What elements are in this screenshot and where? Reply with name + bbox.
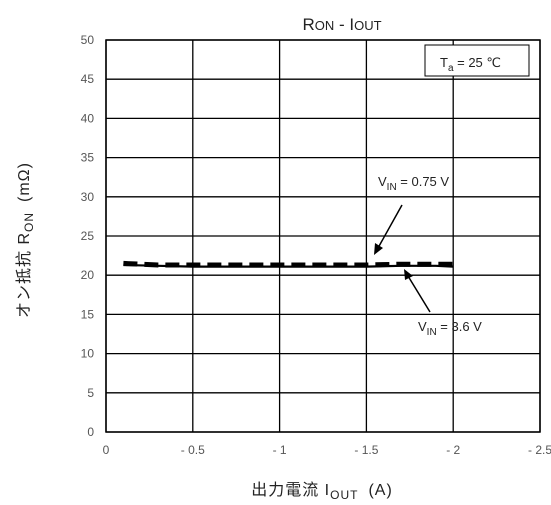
y-tick-label: 35	[81, 151, 95, 165]
y-tick-label: 50	[81, 33, 95, 47]
y-tick-label: 10	[81, 347, 95, 361]
series-label-vin-3-6: VIN = 3.6 V	[418, 319, 482, 338]
grid-lines	[105, 39, 541, 433]
x-tick-label: - 2.5	[528, 443, 551, 457]
series-line-1	[123, 263, 454, 268]
arrow-vin-0-75	[374, 204, 403, 255]
condition-label: Ta = 25 ℃	[440, 55, 501, 74]
chart-title: RON - IOUT	[302, 15, 381, 34]
x-tick-label: 0	[103, 443, 110, 457]
y-tick-label: 5	[87, 386, 94, 400]
y-tick-label: 45	[81, 72, 95, 86]
series-label-vin-0-75: VIN = 0.75 V	[378, 174, 449, 193]
x-tick-label: - 2	[446, 443, 460, 457]
arrow-vin-3-6	[404, 269, 431, 313]
y-tick-labels: 0 5 10 15 20 25 30 35 40 45 50	[81, 33, 95, 439]
x-tick-labels: 0 - 0.5 - 1 - 1.5 - 2 - 2.5	[103, 443, 551, 457]
series-lines	[123, 260, 454, 268]
condition-box	[424, 44, 530, 77]
series-line-0	[123, 260, 454, 268]
y-tick-label: 30	[81, 190, 95, 204]
x-tick-label: - 1	[273, 443, 287, 457]
x-tick-label: - 0.5	[181, 443, 205, 457]
y-tick-label: 25	[81, 229, 95, 243]
y-tick-label: 20	[81, 268, 95, 282]
x-axis-label: 出力電流 IOUT (A)	[251, 481, 393, 502]
y-tick-label: 40	[81, 111, 95, 125]
x-tick-label: - 1.5	[354, 443, 378, 457]
y-tick-label: 15	[81, 307, 95, 321]
plot-area-frame	[105, 39, 541, 433]
y-tick-label: 0	[87, 425, 94, 439]
y-axis-label: オン抵抗 RON(mΩ)	[15, 162, 36, 318]
